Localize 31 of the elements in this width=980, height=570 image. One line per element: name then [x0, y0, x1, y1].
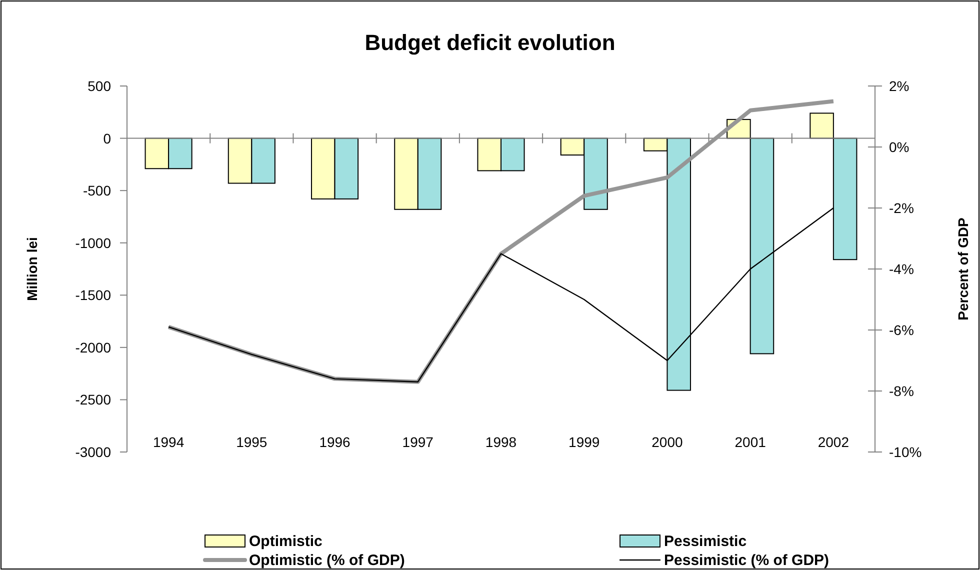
y2-tick-label: -10% [889, 444, 922, 460]
y-tick-label: -3000 [75, 444, 112, 460]
y-tick-label: -1500 [75, 287, 112, 304]
y-tick-label: -1000 [75, 234, 112, 251]
x-tick-label: 1995 [236, 434, 268, 450]
y2-tick-label: -2% [889, 200, 914, 216]
x-tick-label: 1998 [485, 434, 517, 450]
y2-tick-label: -6% [889, 322, 914, 338]
y-tick-label: -500 [82, 182, 112, 199]
x-tick-label: 2000 [652, 434, 684, 450]
y-tick-label: 0 [103, 130, 112, 146]
y2-tick-label: -4% [889, 261, 914, 277]
chart-title: Budget deficit evolution [364, 30, 616, 55]
y2-axis-title: Percent of GDP [955, 218, 971, 320]
y-axis-title: Million lei [24, 237, 40, 301]
legend-label: Optimistic [249, 533, 322, 550]
y-tick-label: -2500 [75, 392, 112, 408]
x-tick-label: 1999 [568, 434, 600, 450]
legend-label: Pessimistic (% of GDP) [664, 552, 830, 569]
x-tick-label: 1997 [402, 434, 434, 450]
y-tick-label: -2000 [75, 339, 112, 356]
x-tick-label: 1996 [319, 434, 351, 450]
legend-label: Optimistic (% of GDP) [249, 552, 405, 569]
x-tick-label: 2002 [818, 434, 850, 450]
y2-tick-label: -8% [889, 383, 914, 399]
y2-tick-label: 2% [889, 78, 910, 94]
x-tick-label: 1994 [152, 434, 184, 450]
legend-label: Pessimistic [664, 533, 747, 550]
y-tick-label: 500 [88, 78, 112, 94]
x-tick-label: 2001 [734, 434, 766, 450]
y2-tick-label: 0% [889, 139, 910, 155]
